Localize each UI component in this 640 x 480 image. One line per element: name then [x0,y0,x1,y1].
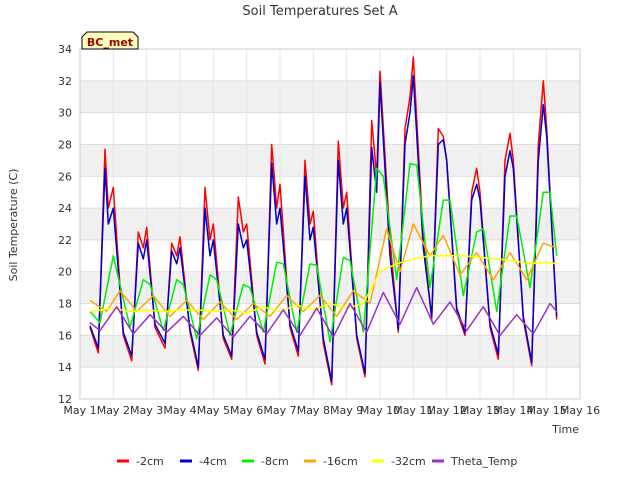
x-tick-label: May 16 [560,404,600,417]
y-tick-label: 32 [58,75,72,88]
station-badge-box [81,31,139,50]
series-line-4cm [89,75,558,383]
series-line-8cm [89,162,558,343]
y-tick-label: 12 [58,393,72,406]
x-tick-label: May 7 [263,404,296,417]
y-tick-label: 24 [58,202,72,215]
y-tick-label: 20 [58,266,72,279]
x-tick-label: May 4 [163,404,196,417]
y-tick-label: 34 [58,43,72,56]
x-tick-label: May 9 [330,404,363,417]
y-axis-label: Soil Temperature (C) [7,169,20,282]
x-tick-label: May 2 [97,404,130,417]
station-badge: BC_met [81,31,139,50]
y-tick-label: 28 [58,138,72,151]
y-tick-label: 14 [58,361,72,374]
axes [79,48,581,400]
series-line-thetatemp [89,286,558,338]
x-tick-label: May 13 [460,404,500,417]
legend: -2cm -4cm -8cm -16cm -32cm Theta_Temp [117,455,517,468]
grid-band [80,80,580,113]
y-tick-label: 18 [58,298,72,311]
plot-area [80,49,580,399]
grid-band [80,271,580,304]
grid-band [80,208,580,240]
y-tick-label: 16 [58,329,72,342]
plot-frame [79,48,581,400]
legend-label: -8cm [261,455,289,468]
y-tick-label: 26 [58,170,72,183]
x-tick-label: May 14 [493,404,533,417]
x-axis-label: Time [551,423,579,436]
legend-label: -2cm [136,455,164,468]
grid-band [80,144,580,177]
x-tick-label: May 1 [63,404,96,417]
y-tick-label: 30 [58,107,72,120]
x-tick-label: May 3 [130,404,163,417]
legend-label: -4cm [199,455,227,468]
x-tick-label: May 5 [197,404,230,417]
x-tick-label: May 10 [360,404,400,417]
series-layer [89,56,558,386]
x-tick-label: May 11 [393,404,433,417]
x-tick-label: May 8 [297,404,330,417]
x-tick-labels: May 1 May 2 May 3 May 4 May 5 May 6 May 7 May 8… [63,404,600,417]
legend-label: Theta_Temp [450,455,517,468]
series-line-32cm [89,255,557,314]
station-badge-label: BC_met [87,36,133,49]
legend-label: -32cm [391,455,426,468]
y-tick-label: 22 [58,234,72,247]
x-tick-label: May 12 [427,404,467,417]
chart-title: Soil Temperatures Set A [242,4,397,19]
y-tick-labels: 12 14 16 18 20 22 24 26 28 30 32 34 [58,43,72,406]
legend-label: -16cm [323,455,358,468]
x-tick-label: May 15 [527,404,567,417]
x-tick-label: May 6 [230,404,263,417]
